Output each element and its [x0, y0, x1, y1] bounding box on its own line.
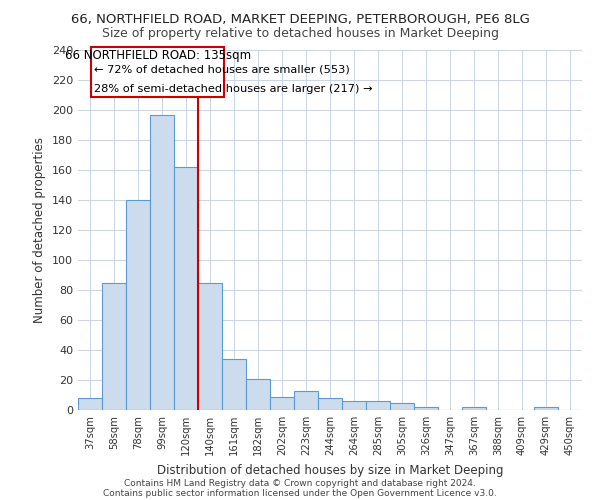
Bar — [150, 114, 174, 410]
FancyBboxPatch shape — [91, 47, 224, 96]
Y-axis label: Number of detached properties: Number of detached properties — [34, 137, 46, 323]
Bar — [270, 396, 294, 410]
Bar — [318, 398, 342, 410]
Text: 66 NORTHFIELD ROAD: 135sqm: 66 NORTHFIELD ROAD: 135sqm — [65, 48, 251, 62]
Bar — [462, 407, 486, 410]
Bar — [102, 282, 126, 410]
Text: Contains HM Land Registry data © Crown copyright and database right 2024.: Contains HM Land Registry data © Crown c… — [124, 478, 476, 488]
Text: Contains public sector information licensed under the Open Government Licence v3: Contains public sector information licen… — [103, 488, 497, 498]
Bar — [294, 390, 318, 410]
Bar — [390, 402, 414, 410]
Bar — [534, 407, 558, 410]
Bar — [366, 401, 390, 410]
Bar — [222, 359, 246, 410]
Text: ← 72% of detached houses are smaller (553): ← 72% of detached houses are smaller (55… — [94, 64, 349, 74]
Bar — [174, 167, 198, 410]
Text: 66, NORTHFIELD ROAD, MARKET DEEPING, PETERBOROUGH, PE6 8LG: 66, NORTHFIELD ROAD, MARKET DEEPING, PET… — [71, 12, 529, 26]
Bar — [126, 200, 150, 410]
Text: 28% of semi-detached houses are larger (217) →: 28% of semi-detached houses are larger (… — [94, 84, 372, 94]
Bar — [78, 398, 102, 410]
Bar — [414, 407, 438, 410]
Text: Size of property relative to detached houses in Market Deeping: Size of property relative to detached ho… — [101, 28, 499, 40]
Bar — [198, 282, 222, 410]
Bar — [342, 401, 366, 410]
X-axis label: Distribution of detached houses by size in Market Deeping: Distribution of detached houses by size … — [157, 464, 503, 476]
Bar — [246, 378, 270, 410]
